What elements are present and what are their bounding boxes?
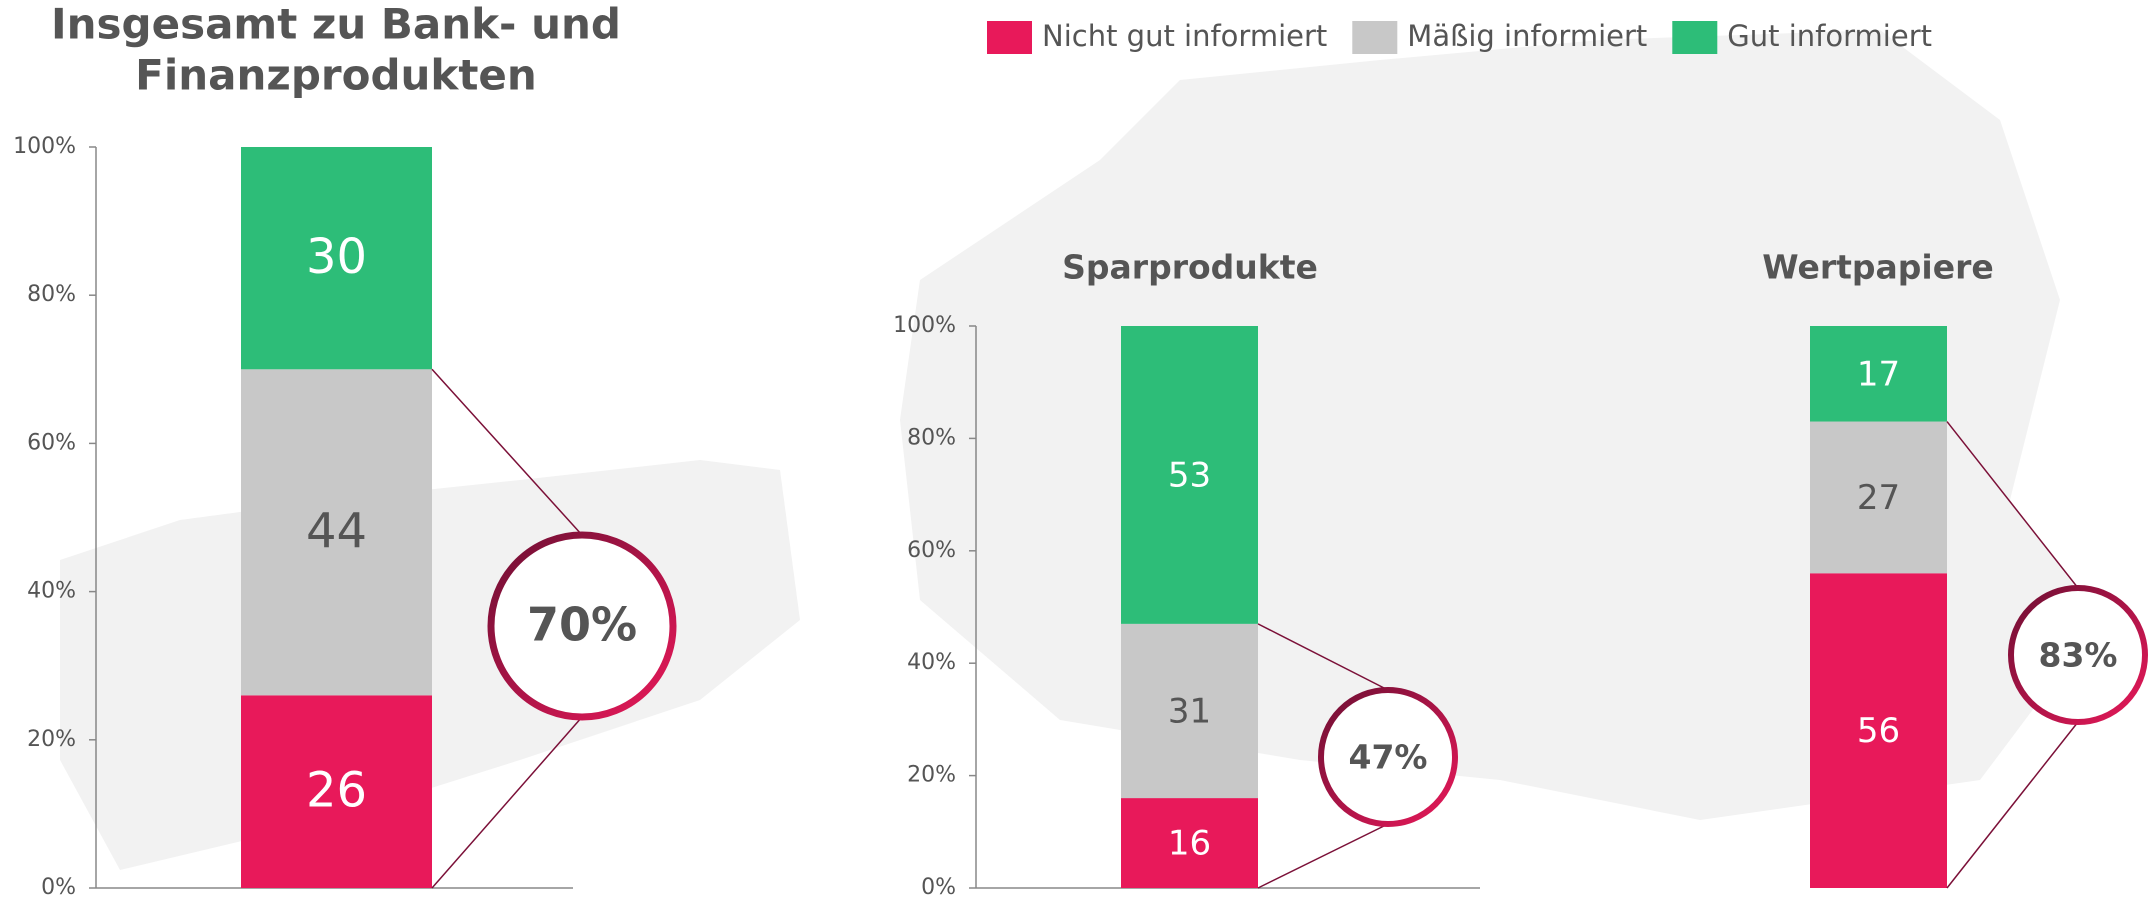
- bar-segment: [241, 147, 432, 370]
- callout-circle: [2008, 585, 2148, 725]
- callout-line: [1946, 421, 2079, 589]
- bar-value-label: 27: [1857, 478, 1900, 518]
- legend-swatch: [1352, 21, 1398, 54]
- bar-value-label: 56: [1857, 711, 1900, 751]
- callout-label: 47%: [1349, 738, 1428, 777]
- bar-value-label: 31: [1168, 691, 1211, 731]
- bar-segment: [1810, 326, 1947, 422]
- bar-segment: [1810, 421, 1947, 574]
- legend-swatch: [1672, 21, 1718, 54]
- legend-label: Gut informiert: [1727, 19, 1932, 53]
- legend-swatch: [987, 21, 1032, 54]
- bar-segment: [241, 695, 432, 888]
- chart-title: Sparprodukte: [1062, 248, 1318, 287]
- callout-line: [1946, 721, 2079, 889]
- y-tick-label: 60%: [907, 538, 956, 563]
- y-tick-label: 0%: [41, 875, 76, 899]
- bar-value-label: 53: [1168, 455, 1211, 495]
- y-tick-label: 40%: [907, 650, 956, 675]
- callout-line: [431, 716, 583, 889]
- chart-title: Finanzprodukten: [135, 51, 537, 100]
- bar-segment: [1121, 798, 1258, 888]
- y-tick-label: 80%: [27, 282, 76, 307]
- y-tick-label: 20%: [907, 763, 956, 788]
- y-tick-label: 100%: [893, 313, 956, 338]
- callout-line: [1257, 823, 1389, 889]
- y-tick-label: 100%: [13, 134, 76, 159]
- y-tick-label: 80%: [907, 425, 956, 450]
- bar-value-label: 16: [1168, 824, 1211, 864]
- bar-value-label: 30: [306, 229, 367, 285]
- legend-label: Nicht gut informiert: [1042, 19, 1327, 53]
- bar-segment: [1121, 326, 1258, 624]
- callout-line: [431, 368, 583, 536]
- callout-label: 83%: [2039, 636, 2118, 675]
- callout-label: 70%: [527, 598, 637, 652]
- bar-value-label: 17: [1857, 354, 1900, 394]
- bar-segment: [1810, 573, 1947, 888]
- y-tick-label: 60%: [27, 430, 76, 455]
- chart-title: Insgesamt zu Bank- und: [51, 0, 621, 49]
- callout-circle: [1318, 687, 1458, 827]
- y-tick-label: 40%: [27, 579, 76, 604]
- bar-segment: [241, 369, 432, 696]
- legend-label: Mäßig informiert: [1407, 19, 1647, 53]
- bar-segment: [1121, 623, 1258, 799]
- y-tick-label: 20%: [27, 727, 76, 752]
- chart-title: Wertpapiere: [1762, 248, 1994, 287]
- bar-value-label: 26: [306, 763, 367, 819]
- callout-line: [1257, 623, 1389, 691]
- y-tick-label: 0%: [921, 875, 956, 899]
- bar-value-label: 44: [306, 503, 367, 559]
- callout-circle: [487, 531, 677, 721]
